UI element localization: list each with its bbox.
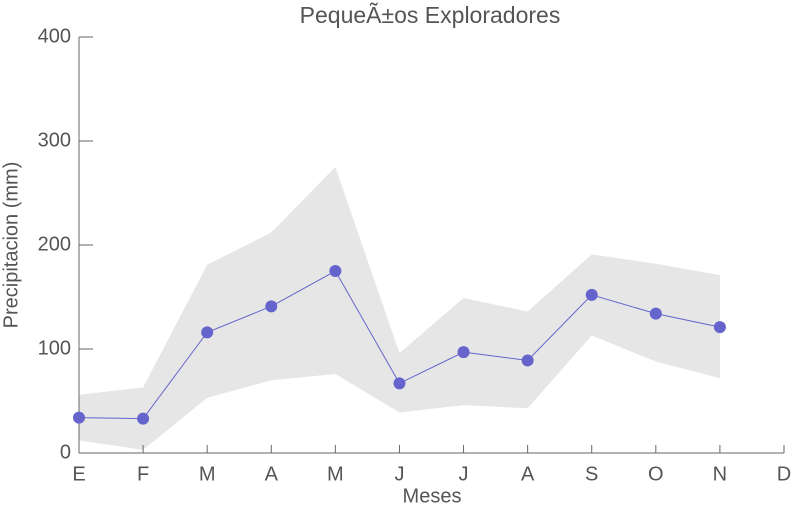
x-tick-label: F: [137, 463, 149, 485]
x-tick-label: E: [72, 463, 85, 485]
chart-title: PequeÃ±os Exploradores: [300, 2, 561, 28]
y-tick-label: 0: [60, 441, 71, 463]
x-axis-label: Meses: [403, 485, 462, 507]
point: [521, 354, 534, 367]
x-tick-label: D: [777, 463, 791, 485]
plot-area: 0 100 200 300 400 E F M A M J J A S O N D: [38, 25, 792, 485]
y-axis-label: Precipitacion (mm): [0, 162, 22, 329]
x-tick-label: N: [713, 463, 727, 485]
y-tick-label: 100: [38, 337, 71, 359]
y-tick-label: 300: [38, 129, 71, 151]
x-tick-label: A: [265, 463, 279, 485]
point: [393, 377, 406, 390]
point: [201, 326, 214, 339]
point: [457, 346, 470, 359]
x-tick-label: A: [521, 463, 535, 485]
point: [329, 265, 342, 277]
x-tick-label: S: [585, 463, 598, 485]
x-tick-label: M: [199, 463, 216, 485]
y-tick-label: 200: [38, 233, 71, 255]
x-tick-label: J: [394, 463, 404, 485]
point: [585, 288, 598, 301]
x-tick-label: M: [327, 463, 344, 485]
band: [79, 167, 720, 450]
point: [137, 412, 150, 425]
point: [649, 307, 662, 320]
point: [713, 321, 726, 334]
point: [265, 300, 278, 313]
point: [73, 411, 85, 424]
y-tick-label: 400: [38, 25, 71, 47]
x-tick-label: O: [648, 463, 664, 485]
x-tick-label: J: [459, 463, 469, 485]
